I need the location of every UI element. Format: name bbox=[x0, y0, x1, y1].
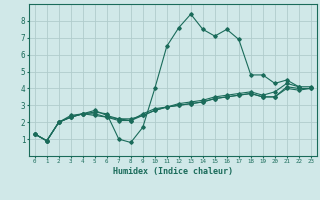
X-axis label: Humidex (Indice chaleur): Humidex (Indice chaleur) bbox=[113, 167, 233, 176]
